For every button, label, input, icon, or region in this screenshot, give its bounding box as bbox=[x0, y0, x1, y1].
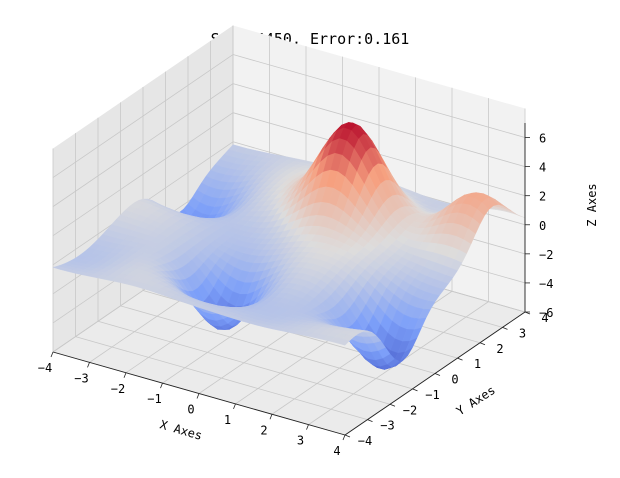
surface-patch bbox=[337, 338, 350, 346]
x-tick-label: 0 bbox=[187, 403, 194, 417]
y-tick-label: 4 bbox=[541, 311, 548, 325]
z-tick-label: −6 bbox=[539, 306, 553, 320]
x-tick-label: 3 bbox=[297, 434, 304, 448]
x-tick-label: −3 bbox=[74, 371, 88, 385]
x-tick-label: 2 bbox=[260, 423, 267, 437]
z-tick-label: 0 bbox=[539, 219, 546, 233]
grid-line bbox=[52, 83, 234, 207]
surface-plot bbox=[52, 121, 526, 370]
y-tick-mark bbox=[434, 373, 441, 376]
z-tick-label: 6 bbox=[539, 132, 546, 146]
y-tick-label: −1 bbox=[425, 388, 439, 402]
y-tick-label: −2 bbox=[403, 403, 417, 417]
y-tick-label: 2 bbox=[496, 342, 503, 356]
y-axis-label: Y Axes bbox=[454, 383, 498, 418]
z-tick-label: −4 bbox=[539, 277, 553, 291]
grid-line bbox=[75, 336, 368, 421]
x-tick-label: −1 bbox=[147, 392, 161, 406]
grid-line bbox=[232, 83, 526, 168]
x-axis-label: X Axes bbox=[158, 417, 204, 442]
y-tick-label: 3 bbox=[519, 326, 526, 340]
x-tick-mark bbox=[160, 382, 163, 389]
z-tick-label: 4 bbox=[539, 161, 546, 175]
x-tick-mark bbox=[87, 362, 90, 368]
y-tick-mark bbox=[479, 342, 486, 346]
y-tick-label: −3 bbox=[380, 419, 394, 433]
x-tick-label: −2 bbox=[111, 382, 125, 396]
x-tick-mark bbox=[342, 434, 346, 441]
x-tick-mark bbox=[233, 403, 236, 410]
x-tick-label: −4 bbox=[38, 361, 52, 375]
grid-line bbox=[232, 54, 526, 138]
y-tick-mark bbox=[502, 327, 508, 330]
z-tick-label: −2 bbox=[539, 248, 553, 262]
x-tick-mark bbox=[306, 424, 309, 430]
y-tick-label: 0 bbox=[451, 373, 458, 387]
y-tick-mark bbox=[457, 357, 463, 361]
z-axis-label: Z Axes bbox=[585, 183, 599, 226]
x-tick-label: 4 bbox=[333, 444, 340, 458]
y-tick-label: −4 bbox=[358, 434, 372, 448]
x-tick-label: 1 bbox=[224, 413, 231, 427]
y-tick-label: 1 bbox=[474, 357, 481, 371]
x-tick-mark bbox=[123, 372, 127, 378]
grid-line bbox=[97, 320, 391, 405]
y-tick-mark bbox=[367, 419, 373, 422]
y-tick-mark bbox=[389, 403, 396, 407]
y-tick-mark bbox=[344, 434, 351, 438]
grid-line bbox=[52, 54, 234, 178]
grid-line bbox=[52, 112, 234, 237]
x-tick-mark bbox=[50, 351, 54, 358]
y-tick-mark bbox=[412, 388, 418, 392]
grid-line bbox=[120, 305, 413, 390]
x-tick-mark bbox=[196, 393, 200, 399]
x-tick-mark bbox=[269, 414, 273, 420]
z-tick-label: 2 bbox=[539, 190, 546, 204]
